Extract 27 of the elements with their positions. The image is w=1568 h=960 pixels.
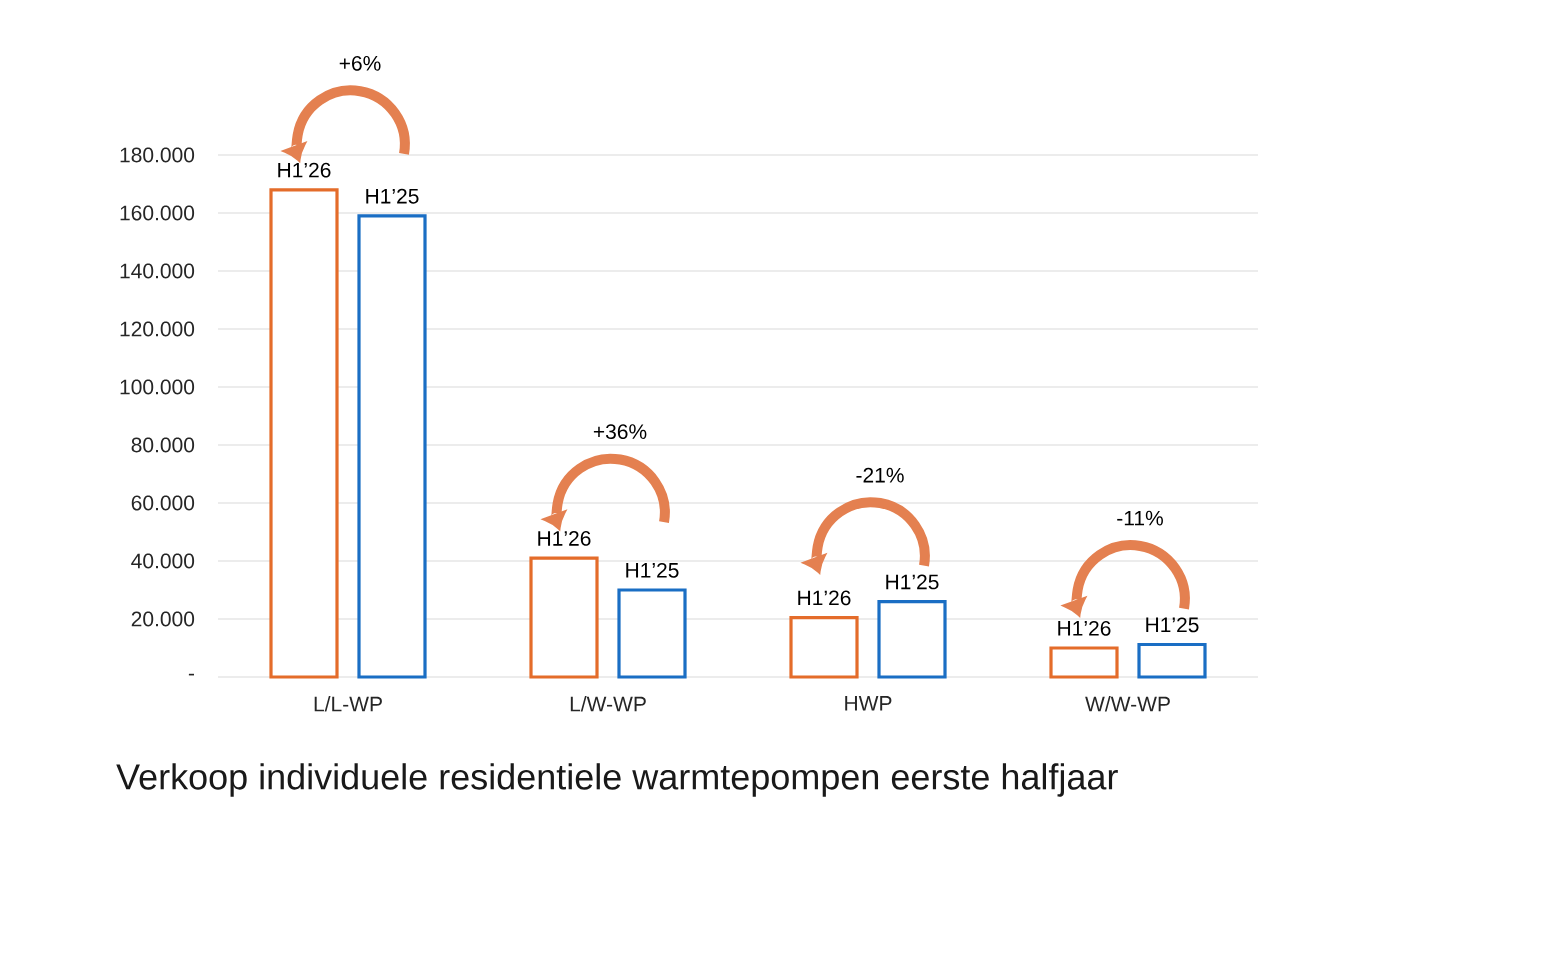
y-tick-label: 100.000 bbox=[120, 379, 195, 395]
annotation: -11% bbox=[1117, 510, 1163, 526]
x-tick-label: L/W-WP bbox=[570, 696, 646, 712]
text: H1’26 bbox=[538, 530, 591, 546]
y-tick-label: 60.000 bbox=[131, 495, 195, 511]
y-tick-label: 120.000 bbox=[120, 321, 195, 337]
text: Verkoop individuele residentiele warmtepompen eerste halfjaar bbox=[116, 763, 1118, 797]
text: H1’25 bbox=[1146, 617, 1199, 633]
y-tick-label: 80.000 bbox=[131, 437, 195, 453]
x-tick-label: HWP bbox=[845, 696, 892, 711]
y-tick-label: 160.000 bbox=[120, 205, 195, 221]
text: +6% bbox=[339, 55, 381, 71]
text: H1’25 bbox=[626, 562, 679, 578]
text: H1’26 bbox=[798, 590, 851, 606]
annotation: +36% bbox=[593, 424, 647, 440]
text: H1’26 bbox=[1058, 620, 1111, 636]
y-tick-label: 20.000 bbox=[131, 611, 195, 627]
text: H1’25 bbox=[886, 574, 939, 590]
series-label: H1’25 bbox=[366, 188, 419, 204]
y-tick-label: 140.000 bbox=[120, 263, 195, 279]
y-tick-label: 40.000 bbox=[131, 553, 195, 569]
annotation: -21% bbox=[856, 467, 904, 483]
x-tick-label: L/L-WP bbox=[314, 696, 382, 712]
series-label: H1’26 bbox=[278, 162, 331, 178]
y-tick-label: - bbox=[188, 673, 194, 676]
y-tick-label: 180.000 bbox=[120, 147, 195, 163]
x-tick-label: W/W-WP bbox=[1085, 696, 1170, 712]
